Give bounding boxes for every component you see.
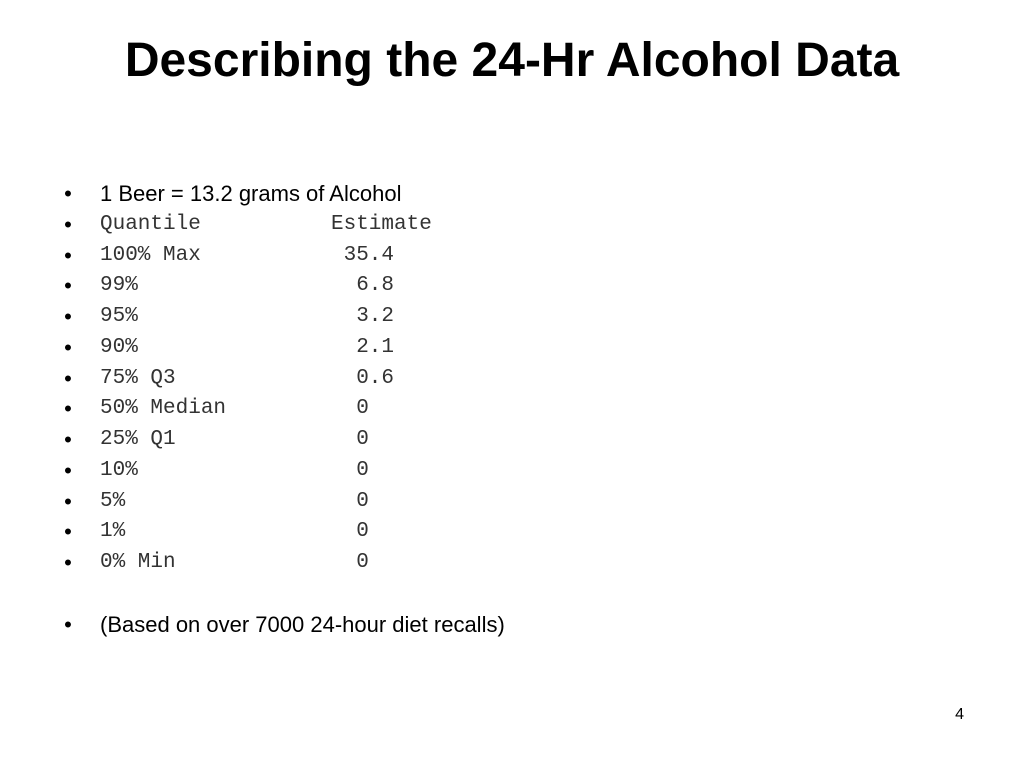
- quantile-label: 1%: [100, 520, 126, 544]
- quantile-row: • 75% Q3 0.6: [60, 364, 960, 395]
- bullet-icon: •: [64, 242, 72, 268]
- bullet-icon: •: [64, 550, 72, 575]
- quantile-estimate: 0: [331, 397, 369, 421]
- beer-conversion-text: 1 Beer = 13.2 grams of Alcohol: [100, 181, 402, 206]
- quantile-estimate: 0: [331, 551, 369, 574]
- bullet-item-footnote: • (Based on over 7000 24-hour diet recal…: [60, 610, 960, 641]
- slide-title: Describing the 24-Hr Alcohol Data: [124, 34, 900, 87]
- quantile-estimate: 35.4: [331, 243, 395, 267]
- quantile-label: 0% Min: [100, 551, 176, 574]
- bullet-icon: •: [64, 396, 72, 422]
- quantile-row: • 10% 0: [60, 456, 960, 487]
- quantile-label: 50% Median: [100, 397, 227, 421]
- quantile-row: • 95% 3.2: [60, 302, 960, 333]
- quantile-label: 99%: [100, 274, 138, 298]
- bullet-spacer: [60, 579, 960, 610]
- quantile-label: 75% Q3: [100, 366, 176, 390]
- quantile-label: 100% Max: [100, 243, 201, 267]
- bullet-list: • 1 Beer = 13.2 grams of Alcohol • Quant…: [60, 179, 960, 640]
- quantile-estimate: 2.1: [331, 335, 395, 359]
- bullet-icon: •: [64, 519, 72, 545]
- bullet-icon: •: [64, 181, 72, 206]
- quantile-row: • 90% 2.1: [60, 333, 960, 364]
- quantile-row: • 25% Q1 0: [60, 425, 960, 456]
- bullet-icon: •: [64, 365, 72, 391]
- quantile-label: 25% Q1: [100, 428, 176, 451]
- estimate-header-label: Estimate: [331, 212, 432, 236]
- page-number: 4: [955, 706, 964, 723]
- quantile-estimate: 3.2: [331, 305, 395, 328]
- quantile-row: • 50% Median 0: [60, 394, 960, 425]
- bullet-icon: •: [64, 457, 72, 483]
- bullet-icon: •: [64, 211, 72, 237]
- bullet-icon: •: [64, 273, 72, 299]
- quantile-estimate: 0: [331, 489, 369, 513]
- quantile-row: • 100% Max 35.4: [60, 241, 960, 272]
- bullet-item-beer-conversion: • 1 Beer = 13.2 grams of Alcohol: [60, 179, 960, 210]
- quantile-row: • 0% Min 0: [60, 548, 960, 579]
- quantile-row: • 99% 6.8: [60, 271, 960, 302]
- quantile-estimate: 0: [331, 458, 369, 482]
- quantile-label: 5%: [100, 489, 126, 513]
- bullet-icon: •: [64, 304, 72, 329]
- bullet-icon: •: [64, 611, 72, 637]
- quantile-label: 10%: [100, 458, 138, 482]
- quantile-table-header: Quantile Estimate: [100, 210, 432, 241]
- quantile-label: 90%: [100, 335, 138, 359]
- bullet-item-table-header: • Quantile Estimate: [60, 210, 960, 241]
- quantile-row: • 1% 0: [60, 517, 960, 548]
- quantile-estimate: 0.6: [331, 366, 395, 390]
- quantile-label: 95%: [100, 305, 138, 328]
- bullet-icon: •: [64, 488, 72, 514]
- quantile-row: • 5% 0: [60, 487, 960, 518]
- quantile-estimate: 6.8: [331, 274, 395, 298]
- bullet-icon: •: [64, 334, 72, 360]
- bullet-icon: •: [64, 427, 72, 452]
- quantile-estimate: 0: [331, 520, 369, 544]
- footnote-text: (Based on over 7000 24-hour diet recalls…: [100, 611, 505, 637]
- quantile-header-label: Quantile: [100, 212, 201, 236]
- quantile-estimate: 0: [331, 428, 369, 451]
